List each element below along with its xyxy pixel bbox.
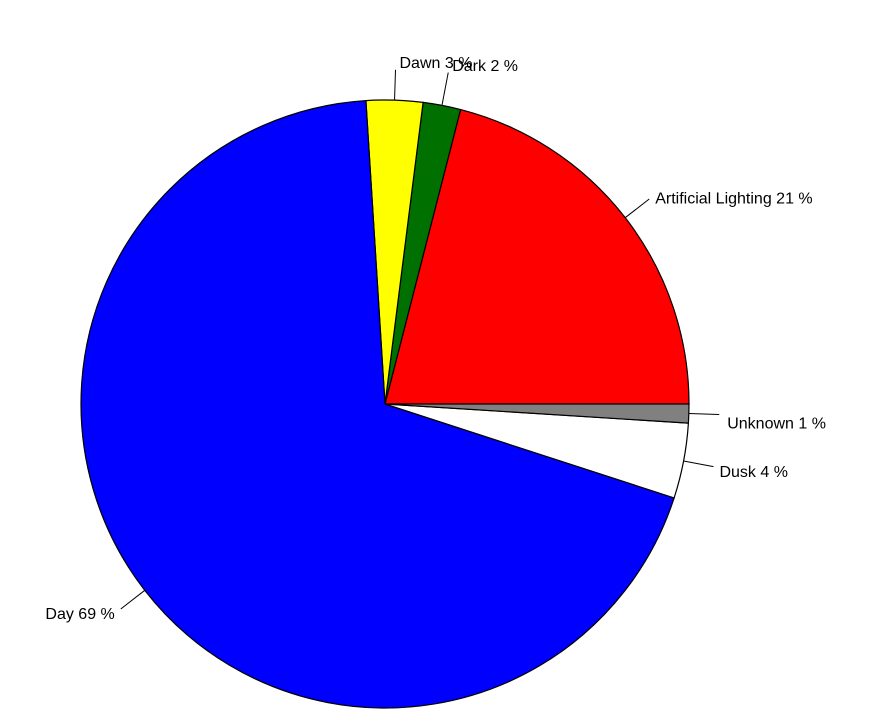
label-leader-lines <box>120 69 720 610</box>
slice-label-dark: Dark 2 % <box>452 58 518 75</box>
slice-label-artificial-lighting: Artificial Lighting 21 % <box>655 190 812 207</box>
slice-labels: Artificial Lighting 21 % Dark 2 %Dawn 3 %… <box>45 55 826 623</box>
leader-line-dawn <box>394 69 396 101</box>
slice-day <box>80 99 675 709</box>
slice-label-unknown: Unknown 1 % <box>727 416 826 433</box>
pie-slices <box>80 99 690 709</box>
leader-line-dark <box>441 72 449 106</box>
slice-label-dawn: Dawn 3 % <box>400 55 473 72</box>
slice-unknown <box>384 403 690 424</box>
slice-label-day: Day 69 % <box>45 606 114 623</box>
leader-line-artificial-lighting <box>624 198 650 219</box>
leader-line-day <box>120 589 146 610</box>
leader-line-unknown <box>688 413 720 415</box>
slice-label-dusk: Dusk 4 % <box>719 464 787 481</box>
leader-line-dusk <box>683 460 714 468</box>
